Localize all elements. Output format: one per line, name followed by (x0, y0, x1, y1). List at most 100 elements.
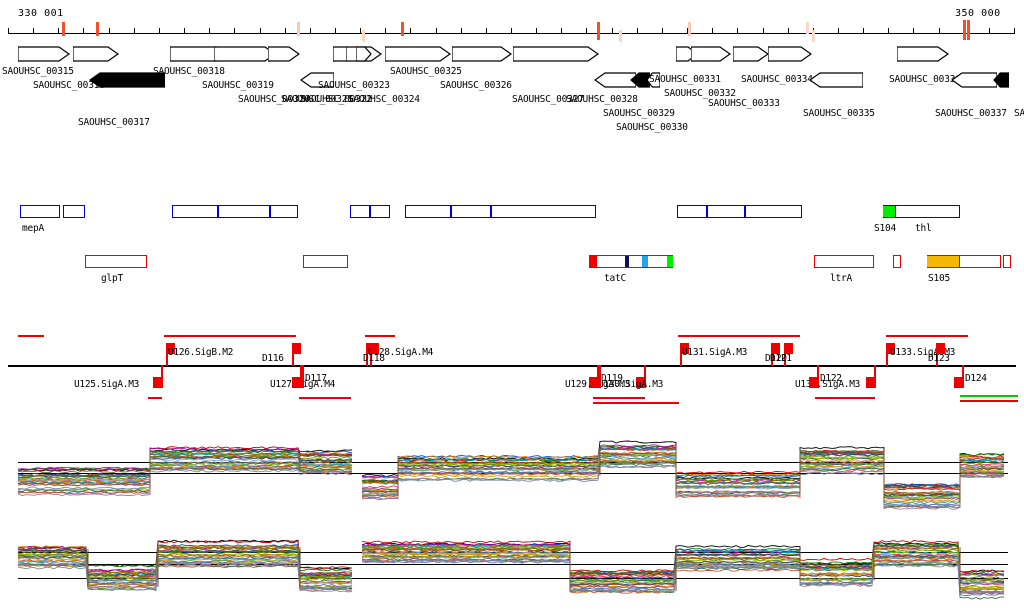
gene-arrow[interactable] (300, 72, 334, 88)
feature-box[interactable] (270, 205, 298, 218)
gene-label: SAOUHSC_00315 (2, 66, 74, 77)
feature-box[interactable] (218, 205, 271, 218)
gene-arrow[interactable] (630, 72, 650, 88)
gene-arrow[interactable] (897, 46, 949, 62)
tss-label: U125.SigA.M3 (74, 379, 140, 390)
feature-box[interactable] (745, 205, 802, 218)
gene-arrow[interactable] (452, 46, 512, 62)
ruler-tick (385, 28, 387, 34)
gene-arrow[interactable] (646, 72, 660, 88)
tss-stem (644, 365, 646, 388)
gene-arrow-shape (73, 46, 119, 62)
ruler-site-mark (597, 22, 600, 40)
gene-arrow[interactable] (89, 72, 165, 88)
gene-label: SAOUHSC_00327 (512, 94, 584, 105)
gene-label: SAOUHSC_00316 (33, 80, 105, 91)
gene-arrow[interactable] (268, 46, 300, 62)
ruler-tick (108, 28, 110, 34)
operon-bar (886, 335, 968, 337)
feature-box[interactable] (63, 205, 85, 218)
tss-arrow-head (153, 377, 161, 388)
feature-box[interactable] (926, 255, 959, 268)
feature-box[interactable] (814, 255, 874, 268)
tss-stem (161, 365, 163, 388)
feature-box[interactable] (588, 255, 673, 268)
feature-box[interactable] (491, 205, 596, 218)
feature-box[interactable] (451, 205, 491, 218)
gene-arrow[interactable] (18, 46, 70, 62)
gene-arrow[interactable] (594, 72, 636, 88)
expression-traces (17, 539, 1005, 600)
feature-box[interactable] (677, 205, 707, 218)
gene-arrow[interactable] (951, 72, 997, 88)
operon-bar (148, 397, 162, 399)
coord-end-label: 350 000 (955, 8, 1001, 19)
feature-box[interactable] (20, 205, 60, 218)
gene-label: SAOUHSC_00333 (708, 98, 780, 109)
feature-segment (882, 206, 895, 217)
gene-label: SAOUHSC_00324 (348, 94, 420, 105)
feature-box[interactable] (895, 205, 960, 218)
feature-box[interactable] (405, 205, 451, 218)
ruler-tick (863, 28, 865, 34)
gene-arrow[interactable] (513, 46, 599, 62)
tss-label: D122 (820, 373, 842, 384)
operon-bar (678, 335, 800, 337)
ruler-tick (988, 28, 990, 34)
feature-box[interactable] (370, 205, 390, 218)
tss-arrow-head (866, 377, 874, 388)
feature-box[interactable] (172, 205, 218, 218)
tss-stem (300, 365, 302, 388)
gene-arrow[interactable] (691, 46, 731, 62)
gene-arrow[interactable] (214, 46, 276, 62)
gene-label: SAOUHSC_00335 (803, 108, 875, 119)
tss-arrow-head (591, 377, 599, 388)
gene-arrow[interactable] (385, 46, 451, 62)
feature-box[interactable] (959, 255, 1001, 268)
expression-trace (17, 544, 1005, 583)
gene-arrow[interactable] (768, 46, 812, 62)
expression-trace (17, 559, 1005, 593)
feature-box[interactable] (350, 205, 370, 218)
feature-box[interactable] (882, 205, 895, 218)
feature-segment (926, 256, 959, 267)
feature-divider (269, 206, 271, 217)
tss-arrow-head (681, 343, 689, 354)
gene-arrow[interactable] (733, 46, 769, 62)
tss-stem (936, 343, 938, 366)
feature-box[interactable] (303, 255, 348, 268)
feature-box[interactable] (893, 255, 901, 268)
tss-stem (366, 343, 368, 366)
tss-label: U132.SigA.M3 (795, 379, 861, 390)
ruler-tick (938, 28, 940, 34)
gene-arrow-shape (897, 46, 949, 62)
gene-label: SAOUHSC_00325 (390, 66, 462, 77)
ruler-tick (837, 28, 839, 34)
gene-arrow[interactable] (356, 46, 372, 62)
operon-bar (593, 402, 679, 404)
gene-label: SAOUHSC_00330 (616, 122, 688, 133)
operon-bar (593, 397, 645, 399)
tss-label: D116 (262, 353, 284, 364)
gene-arrow-shape (18, 46, 70, 62)
feature-box[interactable] (1003, 255, 1011, 268)
feature-box[interactable] (707, 205, 745, 218)
ruler-tick (259, 28, 261, 34)
ruler-tick (762, 28, 764, 34)
gene-arrow[interactable] (809, 72, 863, 88)
ruler-tick (184, 28, 186, 34)
ruler-tick (687, 28, 689, 34)
gene-label: SAOUHSC_00326 (440, 80, 512, 91)
reverse-strand-coverage (0, 536, 1024, 611)
tss-stem (302, 365, 304, 388)
feature-box[interactable] (85, 255, 147, 268)
gene-arrow[interactable] (993, 72, 1009, 88)
operon-bar (960, 400, 1018, 402)
ruler-tick (888, 28, 890, 34)
feature-label: glpT (101, 273, 124, 284)
ruler-tick (309, 28, 311, 34)
expression-trace (17, 465, 1005, 510)
coord-start-label: 330 001 (18, 8, 64, 19)
gene-arrow-shape (630, 72, 650, 88)
gene-arrow[interactable] (73, 46, 119, 62)
